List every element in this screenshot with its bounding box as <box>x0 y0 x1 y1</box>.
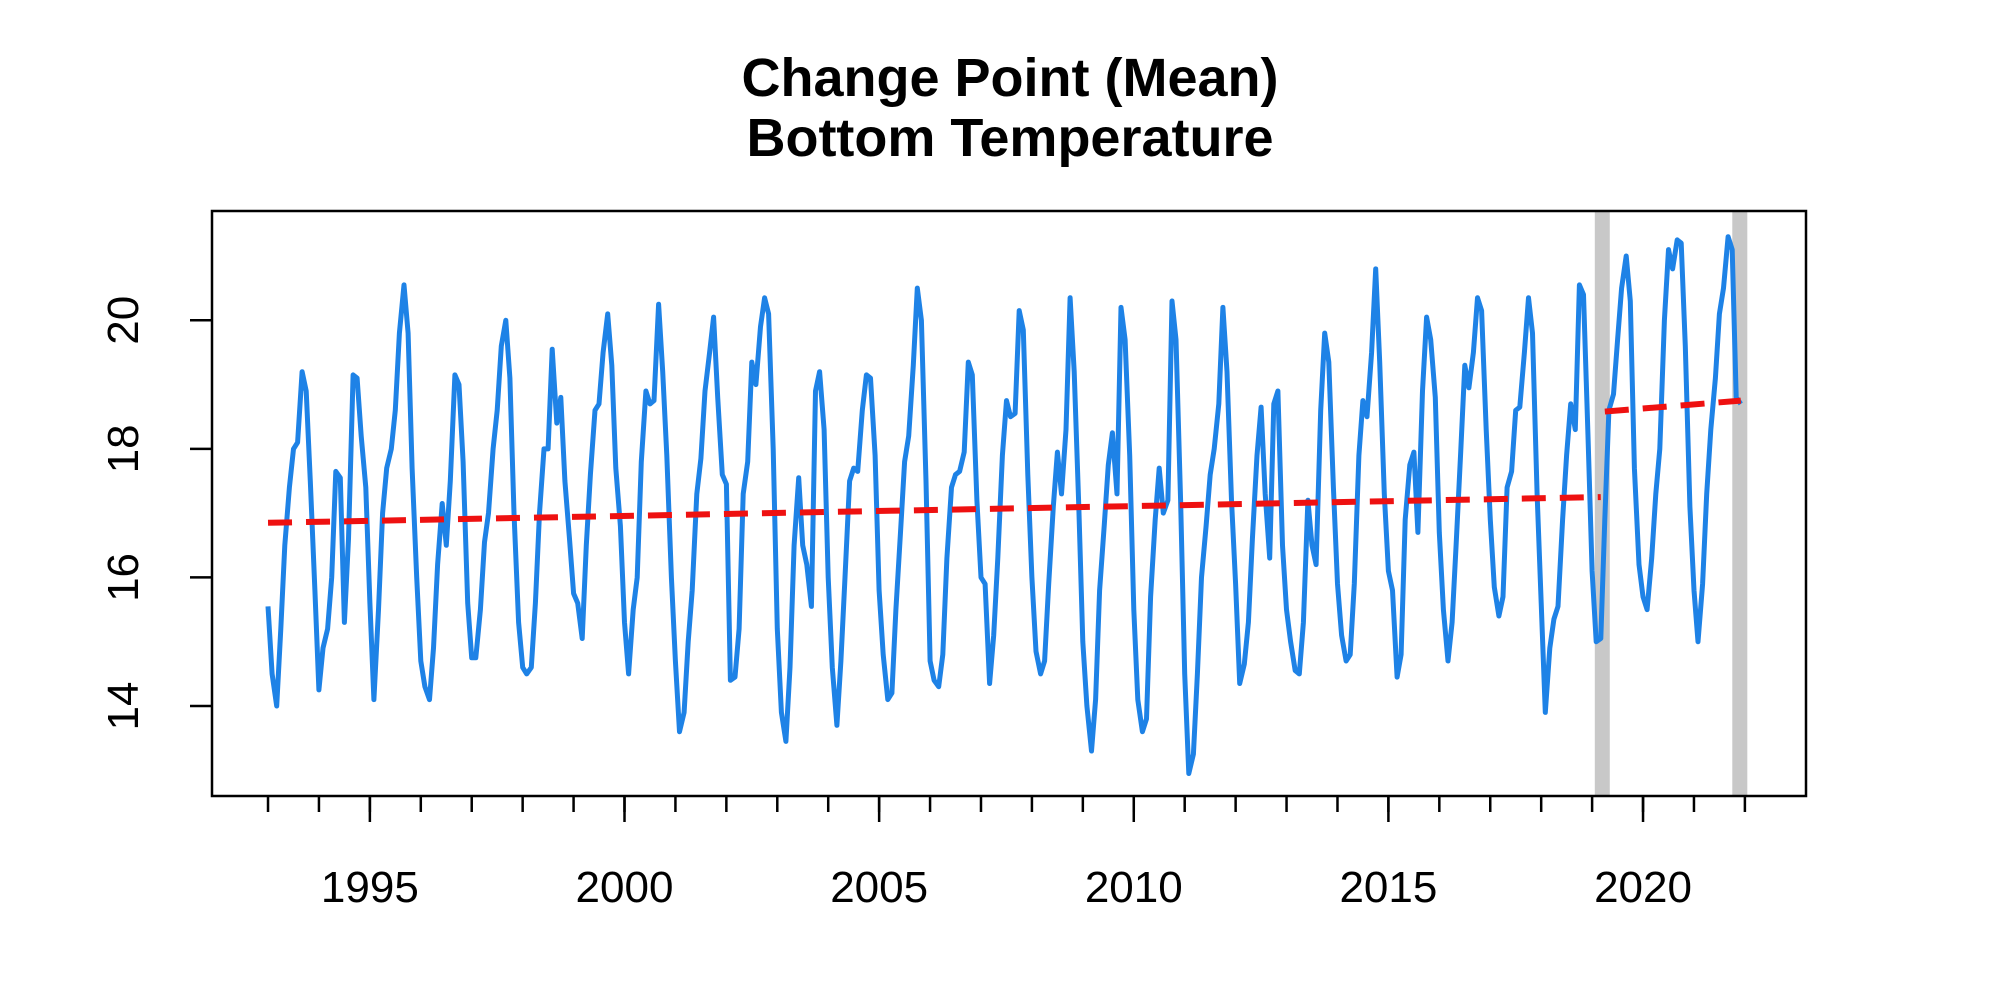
x-tick-label-3: 2010 <box>1085 863 1183 912</box>
x-tick-label-4: 2015 <box>1339 863 1437 912</box>
x-axis: 1995 2000 2005 2010 2015 2020 <box>266 796 1747 912</box>
chart-title: Change Point (Mean) <box>742 48 1279 108</box>
y-axis: 14 16 18 20 <box>99 296 212 731</box>
x-tick-label-5: 2020 <box>1594 863 1692 912</box>
y-tick-label-3: 20 <box>99 296 148 345</box>
x-tick-label-2: 2005 <box>830 863 928 912</box>
y-tick-label-0: 14 <box>99 682 148 731</box>
series-line-0 <box>265 234 1743 776</box>
x-tick-label-0: 1995 <box>321 863 419 912</box>
trend-segment-1 <box>1604 397 1742 415</box>
chart-subtitle: Bottom Temperature <box>746 108 1273 168</box>
mean-trend-lines <box>267 397 1742 526</box>
plot-frame <box>210 209 1808 798</box>
x-tick-label-1: 2000 <box>576 863 674 912</box>
changepoint-bands <box>1594 211 1748 796</box>
trend-segment-0 <box>267 494 1601 526</box>
y-tick-label-2: 18 <box>99 424 148 473</box>
temperature-series <box>265 234 1743 776</box>
y-tick-label-1: 16 <box>99 553 148 602</box>
